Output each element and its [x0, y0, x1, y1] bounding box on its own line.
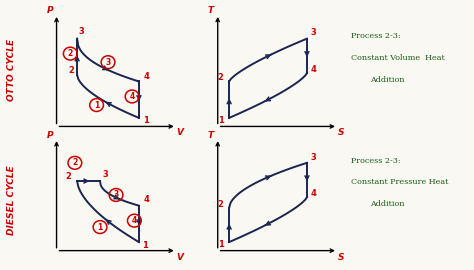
- Text: Addition: Addition: [370, 200, 404, 208]
- Text: 4: 4: [144, 72, 149, 81]
- Text: Process 2-3:: Process 2-3:: [351, 32, 401, 40]
- Text: 3: 3: [113, 190, 118, 200]
- Text: 3: 3: [310, 28, 316, 38]
- Text: 1: 1: [94, 100, 99, 110]
- Text: 3: 3: [78, 27, 84, 36]
- Text: 2: 2: [68, 66, 74, 75]
- Text: OTTO CYCLE: OTTO CYCLE: [8, 39, 16, 101]
- Text: 4: 4: [310, 65, 316, 74]
- Text: 3: 3: [310, 153, 316, 162]
- Text: DIESEL CYCLE: DIESEL CYCLE: [8, 165, 16, 235]
- Text: 1: 1: [218, 240, 224, 249]
- Text: P: P: [46, 130, 53, 140]
- Text: 3: 3: [105, 58, 110, 67]
- Text: 1: 1: [97, 222, 103, 232]
- Text: Addition: Addition: [370, 76, 404, 84]
- Text: P: P: [46, 6, 53, 15]
- Text: 1: 1: [144, 116, 149, 125]
- Text: 2: 2: [66, 172, 72, 181]
- Text: 4: 4: [132, 216, 137, 225]
- Text: 4: 4: [129, 92, 135, 101]
- Text: 4: 4: [310, 189, 316, 198]
- Text: V: V: [177, 128, 183, 137]
- Text: Process 2-3:: Process 2-3:: [351, 157, 401, 165]
- Text: S: S: [338, 128, 345, 137]
- Text: S: S: [338, 252, 345, 262]
- Text: V: V: [177, 252, 183, 262]
- Text: 2: 2: [218, 73, 224, 82]
- Text: Constant Pressure Heat: Constant Pressure Heat: [351, 178, 448, 186]
- Text: T: T: [208, 130, 214, 140]
- Text: 2: 2: [68, 49, 73, 58]
- Text: 3: 3: [102, 170, 108, 179]
- Text: 1: 1: [142, 241, 148, 251]
- Text: 1: 1: [218, 116, 224, 125]
- Text: 2: 2: [72, 158, 77, 167]
- Text: 4: 4: [144, 195, 149, 204]
- Text: 2: 2: [218, 200, 224, 209]
- Text: Constant Volume  Heat: Constant Volume Heat: [351, 54, 445, 62]
- Text: T: T: [208, 6, 214, 15]
